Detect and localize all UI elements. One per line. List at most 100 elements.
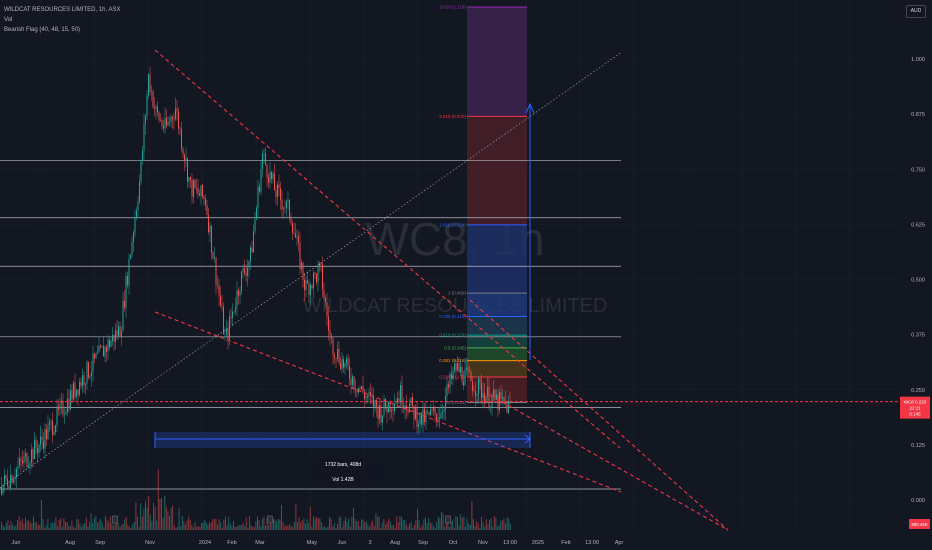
- candle-body: [208, 214, 209, 233]
- volume-bar: [420, 527, 422, 530]
- candle-body: [82, 375, 83, 386]
- volume-bar: [63, 518, 65, 530]
- volume-tag-label: 380.46K: [911, 522, 928, 527]
- volume-indicator-label[interactable]: Vol: [4, 17, 13, 23]
- fib-level-label: 3.618 (1.118): [440, 4, 467, 9]
- candle-body: [247, 267, 248, 276]
- date-price-range: 1732 bars, 408d Vol 1.42B: [154, 432, 531, 487]
- volume-bar: [303, 518, 305, 530]
- volume-bar: [445, 518, 447, 530]
- candle-body: [214, 257, 215, 259]
- pattern-indicator-label[interactable]: Bearish Flag (40, 48, 15, 50): [4, 27, 81, 33]
- volume-bar: [396, 516, 398, 530]
- candle-body: [122, 300, 124, 331]
- candle-body: [110, 340, 112, 347]
- volume-bar: [394, 527, 396, 530]
- candle-body: [68, 398, 70, 410]
- candle-body: [311, 285, 313, 289]
- candle-body: [344, 363, 346, 368]
- fib-level-label: 0.5 (0.345): [444, 345, 466, 350]
- volume-bar: [348, 518, 350, 530]
- volume-bar: [87, 526, 89, 530]
- candle-body: [440, 413, 442, 419]
- volume-bar: [455, 516, 457, 530]
- volume-bar: [322, 526, 324, 530]
- symbol-title[interactable]: WILDCAT RESOURCES LIMITED, 1h, ASX: [4, 7, 121, 13]
- volume-bar: [124, 519, 126, 530]
- candle-body: [130, 255, 131, 259]
- currency-button[interactable]: AUD: [906, 5, 926, 18]
- fib-extension: 3.618 (1.118) 2.618 (0.870) 1.618 (0.624) 1…: [439, 4, 527, 405]
- volume-bar: [204, 519, 206, 530]
- candle-body: [377, 406, 379, 419]
- volume-bar: [364, 521, 366, 530]
- earnings-marker[interactable]: [112, 515, 118, 524]
- candle-body: [479, 378, 481, 383]
- candle-body: [478, 378, 479, 395]
- measure-zone[interactable]: [155, 432, 530, 448]
- volume-bar: [418, 520, 420, 530]
- candle-body: [496, 394, 497, 400]
- candle-body: [259, 186, 260, 192]
- volume-bar: [159, 499, 161, 530]
- volume-bar: [269, 516, 271, 530]
- volume-bar: [386, 522, 388, 530]
- candle-body: [310, 285, 311, 296]
- candle-body: [298, 236, 299, 243]
- x-tick-label: Sep: [418, 540, 428, 546]
- candle-body: [7, 478, 8, 487]
- volume-bar: [207, 524, 209, 530]
- candle-body: [94, 353, 95, 359]
- earnings-marker[interactable]: [445, 515, 451, 524]
- candle-body: [188, 177, 190, 182]
- candle-body: [448, 384, 449, 388]
- candle-body: [337, 348, 338, 360]
- candle-body: [328, 316, 329, 331]
- earnings-marker[interactable]: [267, 515, 273, 524]
- chart-legend: WILDCAT RESOURCES LIMITED, 1h, ASX Vol B…: [4, 5, 120, 35]
- volume-bar: [245, 517, 247, 530]
- measure-vol-label: Vol 1.42B: [332, 477, 354, 483]
- candle-body: [89, 376, 91, 378]
- candle-body: [47, 424, 49, 439]
- x-tick-label: Jun: [12, 540, 21, 546]
- target-arrowhead: [525, 102, 535, 114]
- volume-bar: [313, 516, 314, 530]
- candle-body: [367, 395, 368, 397]
- candle-body: [223, 306, 224, 334]
- volume-bar: [498, 524, 500, 530]
- volume-bar: [452, 519, 454, 530]
- last-price-tag[interactable]: [900, 396, 930, 419]
- candle-body: [257, 186, 259, 208]
- candle-body: [139, 181, 140, 202]
- volume-bar: [225, 516, 226, 530]
- volume-bar: [154, 506, 156, 530]
- candle-body: [134, 217, 136, 233]
- x-tick-label: Aug: [65, 540, 75, 546]
- candle-body: [409, 403, 410, 413]
- candle-body: [434, 407, 436, 415]
- volume-bar: [173, 524, 175, 530]
- x-tick-label: May: [307, 540, 318, 546]
- candle-body: [136, 210, 137, 218]
- volume-bar: [221, 527, 223, 530]
- volume-bar: [381, 522, 383, 530]
- volume-bar: [101, 522, 103, 530]
- candle-body: [343, 359, 344, 368]
- volume-bar: [100, 518, 102, 530]
- candle-body: [31, 448, 32, 463]
- volume-bar: [308, 523, 310, 530]
- candle-body: [53, 432, 55, 435]
- candle-body: [418, 424, 419, 427]
- volume-bar: [236, 526, 238, 530]
- candle-body: [146, 95, 148, 117]
- volume-bar: [149, 514, 151, 530]
- volume-bar: [36, 522, 38, 530]
- candle-body: [251, 247, 253, 253]
- candle-body: [332, 338, 334, 356]
- candle-body: [269, 171, 271, 183]
- volume-bar: [12, 524, 14, 530]
- candle-body: [56, 406, 58, 426]
- volume-bar: [492, 526, 494, 530]
